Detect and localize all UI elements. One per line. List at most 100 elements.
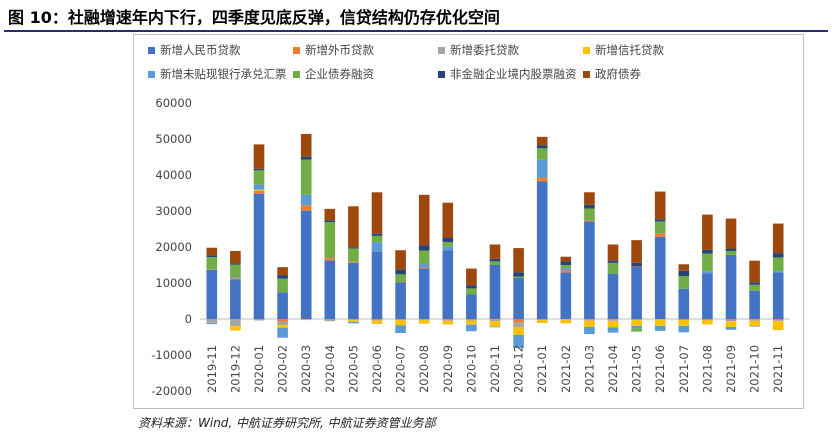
bar-segment: [300, 159, 312, 195]
bar-segment: [489, 265, 501, 319]
bar-segment: [749, 319, 760, 320]
bar-segment: [678, 319, 690, 320]
bar-segment: [300, 194, 312, 206]
bar-segment: [206, 322, 218, 325]
bar-segment: [654, 191, 666, 220]
bar-segment: [584, 204, 595, 209]
x-tick-label: 2019-11: [205, 345, 219, 393]
bar-segment: [702, 249, 713, 254]
bar-segment: [607, 319, 619, 320]
bar-segment: [230, 279, 241, 319]
bar-segment: [678, 288, 690, 319]
bar-segment: [300, 210, 312, 319]
bar-segment: [513, 276, 524, 278]
x-tick-label: 2020-12: [512, 345, 526, 393]
bar-segment: [395, 250, 406, 270]
bar-segment: [466, 319, 477, 321]
bar-segment: [749, 282, 760, 285]
x-tick-label: 2020-05: [346, 345, 360, 393]
bar-segment: [442, 246, 454, 251]
bar-segment: [466, 285, 477, 289]
legend-label: 新增外币贷款: [305, 43, 374, 57]
bar-segment: [584, 220, 595, 222]
bar-segment: [277, 319, 288, 322]
x-tick-label: 2021-09: [724, 345, 738, 393]
bar-segment: [371, 319, 383, 320]
bar-segment: [536, 177, 548, 182]
bar-segment: [277, 327, 288, 338]
y-tick-label: 0: [185, 312, 192, 326]
bar-segment: [253, 190, 265, 194]
bar-segment: [678, 320, 690, 326]
bar-segment: [772, 253, 784, 258]
bar-segment: [725, 250, 737, 255]
bar-segment: [395, 325, 406, 334]
x-tick-label: 2021-10: [748, 345, 762, 393]
x-tick-label: 2020-07: [394, 345, 408, 393]
bar-segment: [253, 144, 265, 169]
x-tick-label: 2021-07: [677, 345, 691, 393]
bar-segment: [725, 254, 737, 319]
bar-segment: [466, 324, 477, 332]
legend-label: 新增未贴现银行承兑汇票: [160, 67, 287, 81]
bar-segment: [702, 320, 713, 325]
bar-segment: [749, 319, 760, 321]
bar-segment: [678, 325, 690, 333]
bar-segment: [513, 272, 524, 277]
bar-segment: [654, 236, 666, 319]
bar-segment: [348, 321, 359, 324]
bar-segment: [607, 327, 619, 333]
bar-segment: [253, 168, 265, 171]
legend-swatch: [438, 70, 445, 78]
bar-segment: [536, 181, 548, 319]
bar-segment: [418, 194, 430, 246]
legend-item: 新增委托贷款: [438, 42, 519, 58]
bar-segment: [466, 288, 477, 295]
bar-segment: [300, 319, 312, 320]
x-tick-label: 2021-05: [630, 345, 644, 393]
bar-segment: [300, 156, 312, 160]
bar-segment: [678, 276, 690, 289]
bar-segment: [277, 275, 288, 279]
bar-segment: [371, 233, 383, 236]
bar-segment: [324, 260, 336, 319]
bar-segment: [371, 235, 383, 243]
bar-segment: [277, 292, 288, 319]
bar-segment: [607, 273, 619, 319]
bar-segment: [631, 266, 642, 319]
y-tick-label: 60000: [155, 96, 192, 110]
bar-segment: [536, 136, 548, 146]
bar-segment: [678, 270, 690, 277]
bar-segment: [489, 244, 501, 259]
x-tick-label: 2021-06: [653, 345, 667, 393]
bar-segment: [725, 320, 737, 322]
bar-segment: [442, 250, 454, 319]
bar-segment: [536, 320, 548, 323]
bar-segment: [418, 263, 430, 268]
y-tick-label: -20000: [151, 384, 192, 398]
legend-item: 非金融企业境内股票融资: [438, 66, 577, 82]
legend-swatch: [293, 70, 300, 78]
x-tick-label: 2020-08: [417, 345, 431, 393]
bar-segment: [348, 206, 359, 248]
page-title: 图 10：社融增速年内下行，四季度见底反弹，信贷结构仍存优化空间: [8, 8, 500, 27]
bar-segment: [513, 334, 524, 348]
bar-segment: [725, 218, 737, 249]
legend-item: 新增外币贷款: [293, 42, 374, 58]
bar-segment: [560, 268, 572, 271]
bar-segment: [725, 321, 737, 327]
bar-segment: [678, 264, 690, 271]
x-tick-label: 2020-11: [488, 345, 502, 393]
bar-segment: [702, 253, 713, 272]
legend-swatch: [583, 46, 590, 54]
bar-segment: [513, 319, 524, 323]
bar-segment: [607, 262, 619, 274]
bar-segment: [442, 319, 454, 320]
bar-segment: [560, 319, 572, 320]
bar-segment: [654, 319, 666, 326]
legend-label: 新增信托贷款: [595, 43, 664, 57]
bar-segment: [513, 277, 524, 319]
bar-segment: [230, 263, 241, 265]
bar-segment: [631, 266, 642, 267]
bar-segment: [206, 322, 218, 323]
